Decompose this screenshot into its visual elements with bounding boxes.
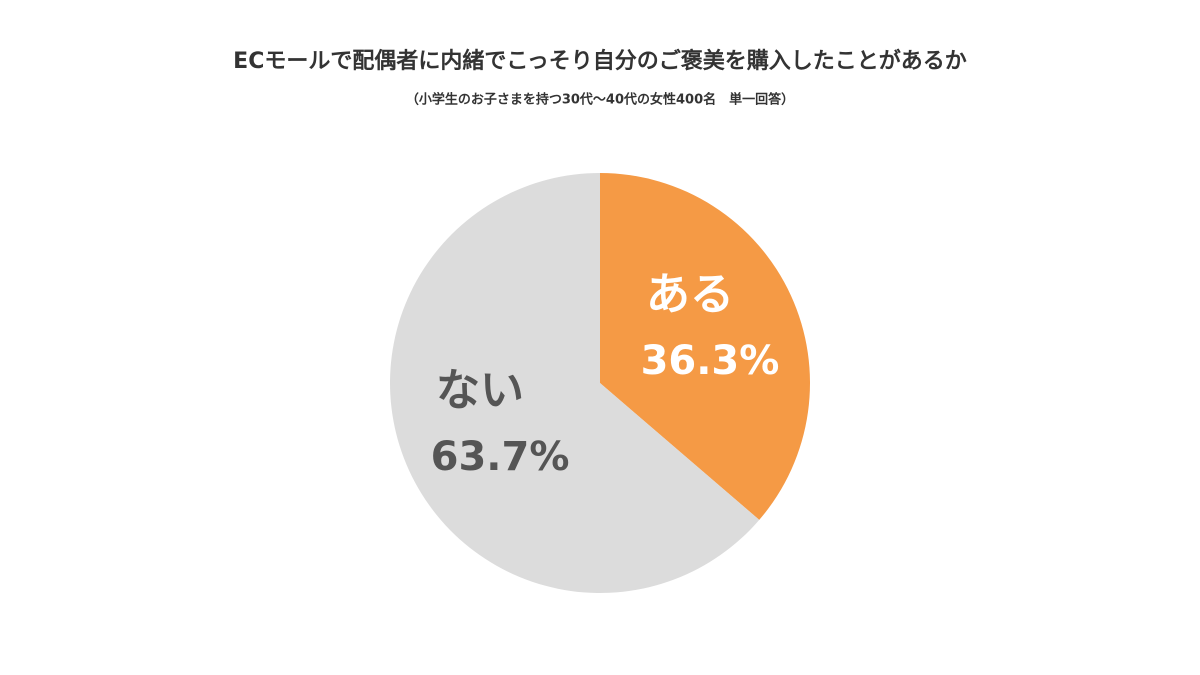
chart-title: ECモールで配偶者に内緒でこっそり自分のご褒美を購入したことがあるか [233, 48, 967, 74]
pie-slice [600, 173, 811, 520]
slice-value-label: 36.3% [641, 338, 780, 384]
chart-subtitle: （小学生のお子さまを持つ30代〜40代の女性400名 単一回答） [406, 92, 794, 108]
slice-value-label: 63.7% [431, 434, 570, 480]
slice-category-label: ある [646, 269, 734, 320]
slice-category-label: ない [436, 365, 524, 416]
pie-slice [390, 173, 760, 593]
